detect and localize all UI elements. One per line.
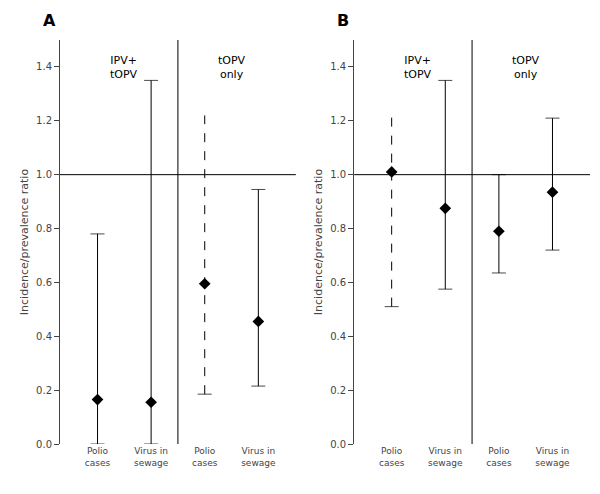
svg-text:B: B — [337, 11, 349, 30]
svg-text:0.4: 0.4 — [36, 331, 52, 342]
svg-text:1.2: 1.2 — [36, 115, 52, 126]
svg-text:Virus insewage: Virus insewage — [535, 446, 570, 468]
svg-text:IPV+tOPV: IPV+tOPV — [404, 54, 432, 81]
svg-text:Poliocases: Poliocases — [192, 446, 218, 468]
svg-text:Incidence/prevalence ratio: Incidence/prevalence ratio — [312, 169, 325, 316]
svg-text:1.4: 1.4 — [36, 61, 52, 72]
svg-text:1.4: 1.4 — [330, 61, 346, 72]
svg-text:0.2: 0.2 — [330, 385, 346, 396]
svg-text:1.2: 1.2 — [330, 115, 346, 126]
svg-text:0.6: 0.6 — [330, 277, 346, 288]
svg-text:0.8: 0.8 — [330, 223, 346, 234]
svg-text:0.6: 0.6 — [36, 277, 52, 288]
svg-text:tOPVonly: tOPVonly — [218, 54, 246, 81]
svg-text:Poliocases: Poliocases — [379, 446, 405, 468]
svg-text:IPV+tOPV: IPV+tOPV — [110, 54, 138, 81]
svg-text:Virus insewage: Virus insewage — [134, 446, 169, 468]
svg-text:Poliocases: Poliocases — [486, 446, 512, 468]
svg-text:Incidence/prevalence ratio: Incidence/prevalence ratio — [18, 169, 31, 316]
svg-text:0.8: 0.8 — [36, 223, 52, 234]
svg-text:Virus insewage: Virus insewage — [241, 446, 276, 468]
svg-text:1.0: 1.0 — [330, 169, 346, 180]
svg-text:0.0: 0.0 — [330, 439, 346, 450]
svg-text:A: A — [43, 11, 56, 30]
svg-text:Virus insewage: Virus insewage — [428, 446, 463, 468]
svg-text:tOPVonly: tOPVonly — [512, 54, 540, 81]
svg-text:Poliocases: Poliocases — [85, 446, 111, 468]
svg-text:0.2: 0.2 — [36, 385, 52, 396]
svg-text:0.4: 0.4 — [330, 331, 346, 342]
svg-text:1.0: 1.0 — [36, 169, 52, 180]
svg-text:0.0: 0.0 — [36, 439, 52, 450]
